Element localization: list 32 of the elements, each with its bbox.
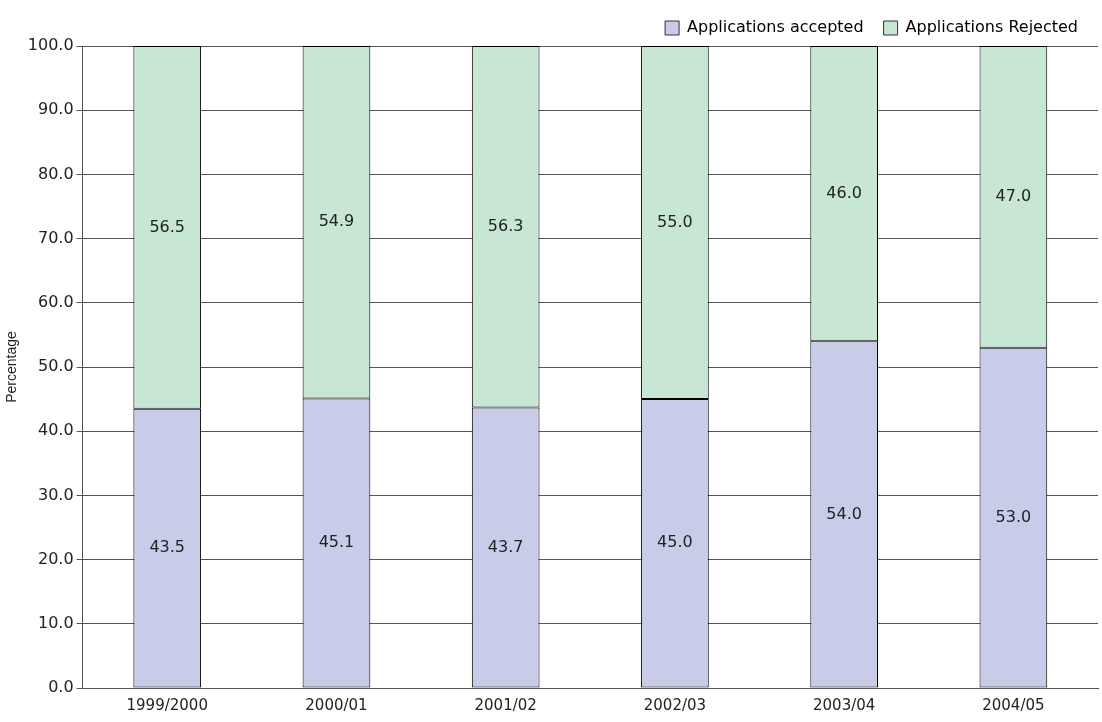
y-tick-label: 10.0 — [37, 612, 74, 632]
data-label: 47.0 — [995, 186, 1032, 206]
data-label: 55.0 — [657, 211, 693, 231]
y-axis-title: Percentage — [3, 330, 20, 403]
x-tick-label: 2002/03 — [643, 695, 707, 714]
data-label: 45.1 — [318, 532, 355, 552]
y-tick-label: 100.0 — [27, 35, 74, 55]
data-label: 56.3 — [487, 215, 524, 235]
x-tick-label: 2004/05 — [982, 695, 1045, 714]
y-tick-label: 40.0 — [37, 420, 74, 440]
data-label: 54.0 — [826, 503, 862, 523]
x-tick-label: 2001/02 — [474, 695, 537, 714]
data-label: 45.0 — [657, 532, 693, 552]
data-label: 53.0 — [995, 506, 1032, 526]
data-label: 46.0 — [826, 182, 862, 202]
y-tick-label: 60.0 — [37, 291, 74, 311]
legend-label: Applications accepted — [687, 17, 864, 37]
data-label: 43.5 — [149, 537, 186, 557]
x-tick-label: 2000/01 — [305, 695, 368, 714]
x-tick-label: 2003/04 — [812, 695, 876, 714]
legend-label: Applications Rejected — [905, 17, 1078, 37]
y-tick-label: 80.0 — [37, 163, 74, 183]
data-label: 54.9 — [318, 211, 355, 231]
data-label: 56.5 — [149, 216, 186, 236]
y-tick-label: 0.0 — [48, 677, 74, 697]
data-label: 43.7 — [487, 536, 524, 556]
x-tick-label: 1999/2000 — [126, 695, 208, 714]
y-tick-label: 20.0 — [37, 548, 74, 568]
y-tick-label: 50.0 — [37, 356, 74, 376]
y-tick-label: 90.0 — [37, 99, 74, 119]
y-tick-label: 30.0 — [37, 484, 74, 504]
y-tick-label: 70.0 — [37, 227, 74, 247]
